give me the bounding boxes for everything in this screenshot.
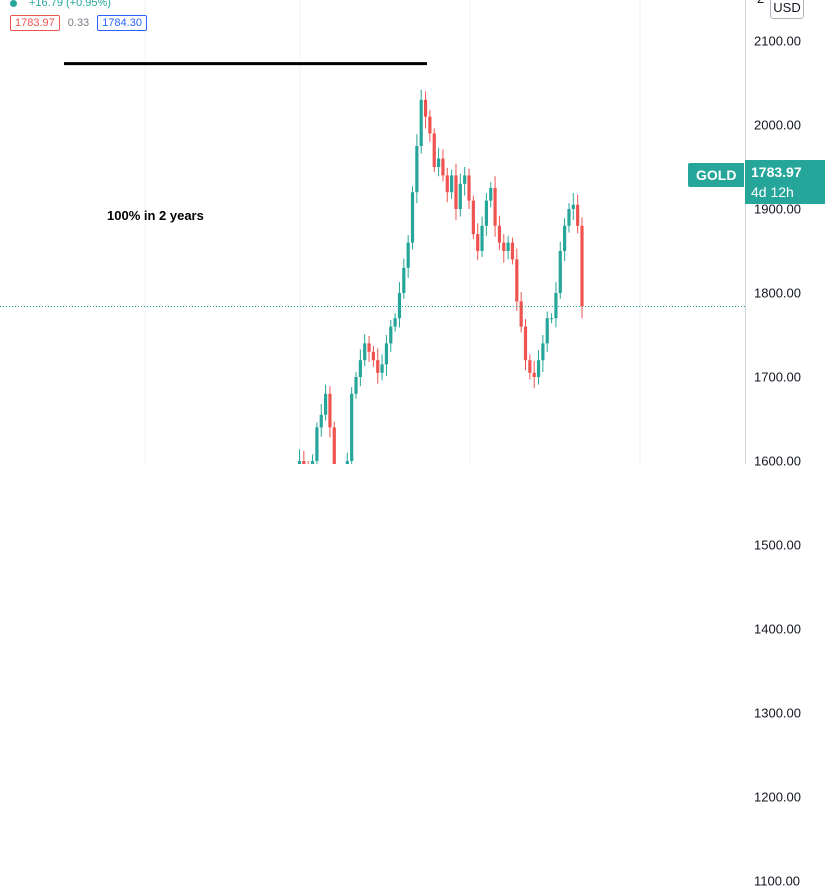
candle-body bbox=[441, 158, 445, 176]
price-tick-label: 1200.00 bbox=[754, 789, 801, 805]
buy-price-button[interactable]: 1784.30 bbox=[97, 15, 147, 31]
chart-canvas[interactable] bbox=[0, 0, 745, 833]
candle-body bbox=[432, 133, 436, 167]
candle-body bbox=[580, 225, 584, 307]
candle-body bbox=[367, 343, 371, 352]
last-price-box: 1783.97 4d 12h bbox=[745, 160, 825, 204]
candle-body bbox=[380, 364, 384, 373]
top-partial-tick: 2 bbox=[757, 0, 764, 6]
candle-body bbox=[332, 427, 336, 495]
candle-body bbox=[384, 343, 389, 365]
candle-body bbox=[480, 225, 484, 251]
price-tick-label: 1400.00 bbox=[754, 621, 801, 637]
candle-body bbox=[423, 99, 428, 117]
candle-body bbox=[476, 234, 480, 251]
candle-body bbox=[389, 326, 393, 344]
candle-body bbox=[358, 360, 362, 377]
candle-body bbox=[415, 146, 419, 193]
last-price: 1783.97 bbox=[751, 164, 802, 180]
candle-body bbox=[323, 393, 328, 415]
candle-body bbox=[393, 318, 397, 327]
candle-body bbox=[536, 360, 541, 377]
candle-body bbox=[354, 377, 358, 394]
candle-body bbox=[576, 204, 580, 226]
candle-body bbox=[489, 188, 493, 201]
price-tick-label: 1800.00 bbox=[754, 285, 801, 301]
candle-body bbox=[528, 360, 532, 373]
price-tick-label: 1600.00 bbox=[754, 453, 801, 469]
candle-body bbox=[523, 326, 528, 361]
candle-body bbox=[549, 318, 554, 320]
bar-countdown: 4d 12h bbox=[751, 184, 794, 200]
candle-body bbox=[445, 175, 449, 193]
candle-body bbox=[554, 293, 558, 319]
candle-body bbox=[463, 175, 467, 184]
spread-value: 0.33 bbox=[67, 17, 90, 29]
candle-body bbox=[493, 188, 497, 226]
price-tick-label: 1100.00 bbox=[754, 873, 801, 889]
currency-selector-button[interactable]: USD bbox=[770, 0, 804, 19]
candle-body bbox=[402, 267, 406, 293]
candle-body bbox=[428, 116, 432, 134]
candle-body bbox=[571, 204, 575, 209]
candle-body bbox=[502, 242, 506, 251]
symbol-label: GOLD bbox=[688, 163, 745, 187]
candlestick-chart[interactable] bbox=[0, 0, 745, 833]
candle-body bbox=[371, 351, 375, 361]
candle-body bbox=[519, 301, 523, 327]
candle-body bbox=[410, 192, 415, 243]
candle-body bbox=[328, 393, 332, 428]
price-tick-label: 1500.00 bbox=[754, 537, 801, 553]
candle-body bbox=[450, 175, 454, 193]
candle-body bbox=[471, 200, 475, 235]
candle-body bbox=[363, 343, 367, 361]
price-axis[interactable]: 2100.00 2000.00 1900.00 1800.00 1700.00 1600.… bbox=[745, 0, 825, 889]
candle-body bbox=[541, 343, 545, 361]
candle-body bbox=[563, 225, 567, 251]
price-tick-label: 2000.00 bbox=[754, 117, 801, 133]
candle-body bbox=[510, 242, 515, 260]
price-tick-label: 1700.00 bbox=[754, 369, 801, 385]
candle-body bbox=[319, 414, 323, 428]
candle-body bbox=[497, 225, 502, 243]
candle-body bbox=[484, 200, 488, 226]
price-change: +16.79 (+0.95%) bbox=[29, 0, 111, 9]
chart-annotation: 100% in 2 years bbox=[107, 208, 204, 223]
candle-body bbox=[436, 158, 441, 167]
candle-body bbox=[515, 259, 519, 302]
candle-body bbox=[419, 99, 423, 146]
candle-body bbox=[467, 175, 471, 201]
price-tick-label: 2100.00 bbox=[754, 33, 801, 49]
candle-body bbox=[567, 209, 571, 226]
status-dot-icon bbox=[10, 0, 17, 7]
candle-body bbox=[558, 251, 562, 293]
price-tick-label: 1300.00 bbox=[754, 705, 801, 721]
candle-body bbox=[350, 393, 354, 461]
candle-body bbox=[506, 242, 510, 251]
price-legend: +16.79 (+0.95%) 1783.97 0.33 1784.30 bbox=[10, 0, 147, 31]
candle-body bbox=[532, 372, 536, 377]
candle-body bbox=[315, 427, 319, 461]
candle-body bbox=[454, 175, 458, 209]
price-tick-label: 1900.00 bbox=[754, 201, 801, 217]
candle-body bbox=[406, 242, 410, 268]
candle-body bbox=[397, 293, 402, 319]
candle-body bbox=[458, 183, 462, 209]
candle-body bbox=[376, 360, 380, 373]
sell-price-button[interactable]: 1783.97 bbox=[10, 15, 60, 31]
candle-body bbox=[545, 318, 549, 344]
